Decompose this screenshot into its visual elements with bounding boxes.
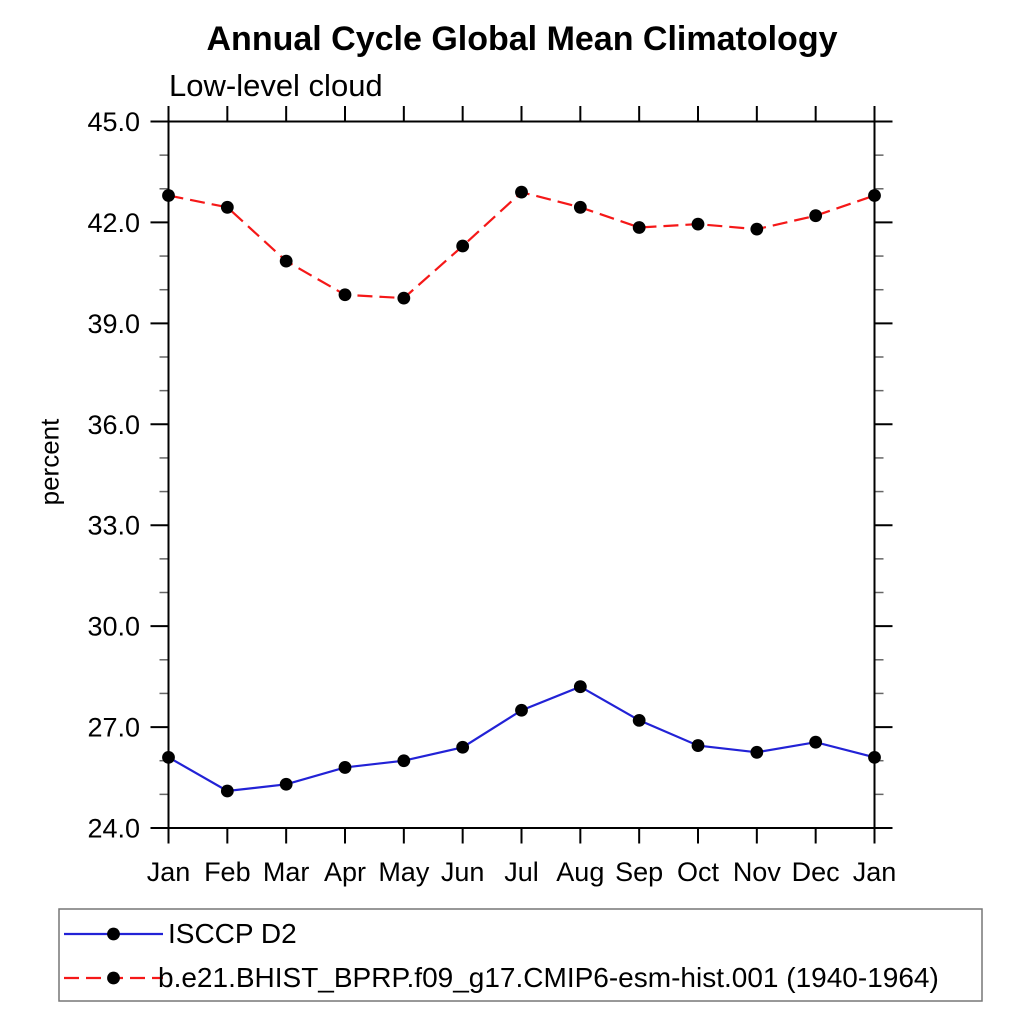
y-tick-label: 39.0 <box>87 309 140 339</box>
data-point-marker <box>750 222 764 236</box>
x-tick-label: May <box>378 857 430 887</box>
data-point-marker <box>220 784 234 798</box>
data-point-marker <box>515 703 528 717</box>
data-point-marker <box>691 739 705 752</box>
x-tick-label: Oct <box>677 857 720 887</box>
x-tick-label: Nov <box>733 857 782 887</box>
data-point-marker <box>162 189 175 202</box>
data-point-marker <box>456 740 470 754</box>
data-point-marker <box>691 217 705 231</box>
chart-subtitle: Low-level cloud <box>169 68 383 103</box>
x-tick-label: Jan <box>853 857 897 887</box>
plot-frame <box>167 120 876 829</box>
data-point-marker <box>162 750 175 764</box>
legend-label-isccp-d2: ISCCP D2 <box>168 918 297 949</box>
data-point-marker <box>868 750 881 764</box>
y-tick-label: 36.0 <box>87 410 140 440</box>
y-tick-label: 24.0 <box>87 814 140 844</box>
data-point-marker <box>338 761 352 774</box>
x-tick-label: Jun <box>441 857 485 887</box>
data-point-marker <box>515 185 528 199</box>
x-tick-label: Apr <box>324 857 366 887</box>
data-point-marker <box>573 200 587 214</box>
y-tick-label: 42.0 <box>87 208 140 238</box>
data-point-marker <box>397 754 411 768</box>
x-tick-label: Aug <box>556 857 604 887</box>
legend-box <box>58 908 983 1002</box>
data-point-marker <box>338 288 352 302</box>
data-point-marker <box>573 680 587 694</box>
chart-title: Annual Cycle Global Mean Climatology <box>206 20 838 58</box>
data-point-marker <box>809 735 823 749</box>
data-point-marker <box>809 209 823 223</box>
series-line-model-run <box>168 190 875 300</box>
legend-sample-marker <box>107 971 120 985</box>
data-point-marker <box>750 745 764 759</box>
y-tick-label: 33.0 <box>87 511 140 541</box>
x-tick-label: Sep <box>615 857 663 887</box>
data-point-marker <box>220 200 234 214</box>
y-tick-label: 45.0 <box>87 107 140 137</box>
x-tick-label: Jul <box>504 857 539 887</box>
legend-sample-marker <box>107 927 120 941</box>
y-tick-label: 30.0 <box>87 612 140 642</box>
data-point-marker <box>397 291 411 305</box>
data-point-marker <box>279 254 293 268</box>
x-tick-label: Jan <box>147 857 191 887</box>
series-line-isccp-d2 <box>167 685 875 793</box>
x-tick-label: Mar <box>263 857 310 887</box>
data-point-marker <box>279 777 293 791</box>
data-point-marker <box>868 189 881 202</box>
data-point-marker <box>632 221 646 234</box>
data-point-marker <box>456 239 470 253</box>
data-point-marker <box>632 713 646 727</box>
y-tick-label: 27.0 <box>87 713 140 743</box>
x-tick-label: Dec <box>792 857 840 887</box>
x-tick-label: Feb <box>204 857 251 887</box>
legend-label-model-run: b.e21.BHIST_BPRP.f09_g17.CMIP6-esm-hist.… <box>158 962 939 993</box>
